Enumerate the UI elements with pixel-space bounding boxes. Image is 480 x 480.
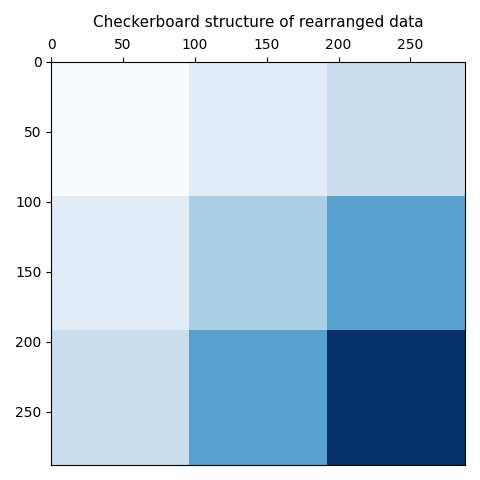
Title: Checkerboard structure of rearranged data: Checkerboard structure of rearranged dat… xyxy=(93,15,423,30)
